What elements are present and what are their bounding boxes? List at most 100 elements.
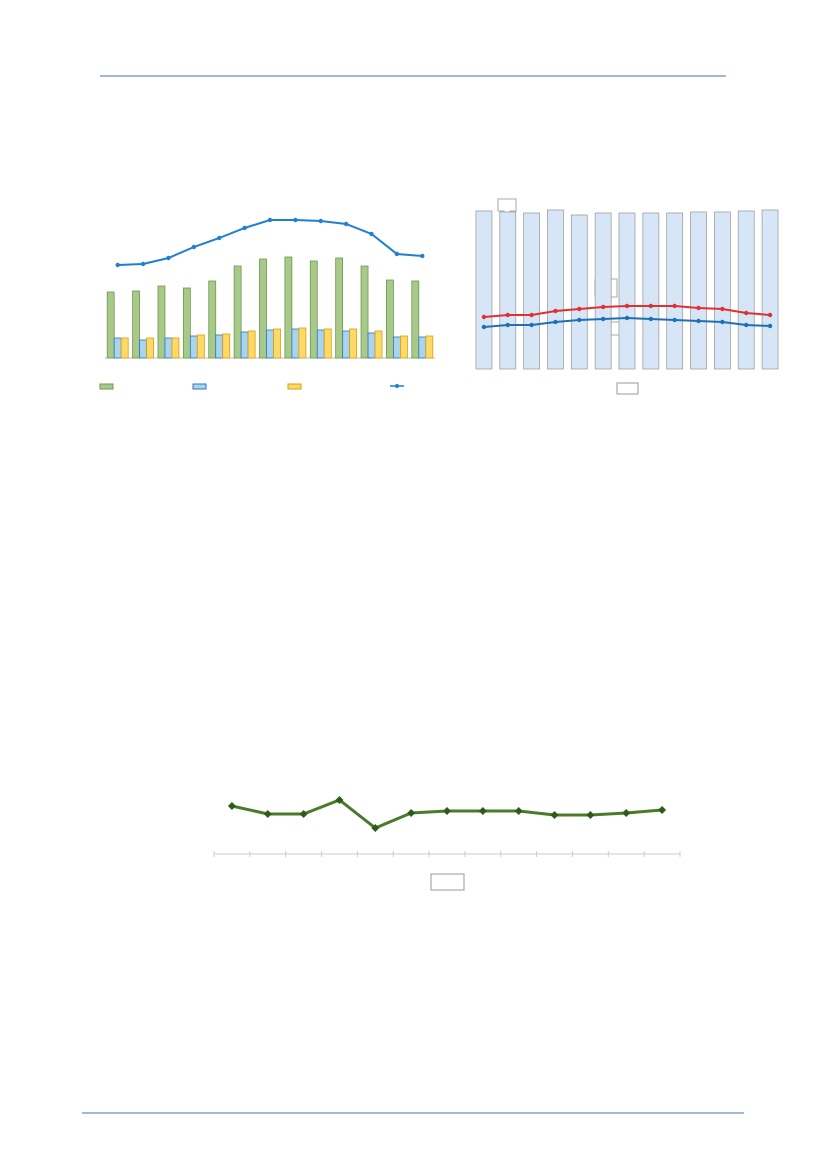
legend-swatch <box>395 384 399 388</box>
data-point <box>624 303 630 309</box>
data-point <box>299 810 308 818</box>
data-point <box>267 217 273 223</box>
data-point <box>720 306 725 312</box>
bar <box>360 265 369 359</box>
data-point <box>720 319 725 325</box>
data-point <box>658 806 667 814</box>
data-point <box>481 324 487 330</box>
data-point <box>217 235 222 241</box>
bar <box>215 334 224 359</box>
bar <box>475 210 493 370</box>
bar <box>247 330 256 359</box>
bar <box>120 337 129 359</box>
data-point <box>514 807 523 815</box>
data-point <box>624 315 630 321</box>
data-point <box>263 810 272 818</box>
bar <box>367 332 376 359</box>
legend-swatch <box>99 383 114 390</box>
data-point <box>577 317 582 323</box>
bar <box>349 328 358 359</box>
bar <box>642 212 660 370</box>
data-point <box>553 319 558 325</box>
data-point <box>191 244 197 250</box>
data-point <box>166 255 171 261</box>
legend-swatch <box>192 383 207 390</box>
bar <box>182 287 191 359</box>
data-point <box>369 231 374 237</box>
data-point <box>577 306 582 312</box>
bar <box>316 329 325 359</box>
bar <box>233 265 242 359</box>
data-point <box>648 316 654 322</box>
data-point <box>600 304 606 310</box>
data-point <box>600 316 606 322</box>
data-point <box>343 221 349 227</box>
bar <box>298 327 307 359</box>
bar <box>425 335 434 359</box>
data-point <box>586 811 595 819</box>
bar <box>737 210 755 370</box>
bar <box>386 279 394 359</box>
data-line <box>117 219 423 266</box>
data-point <box>505 312 510 318</box>
bar <box>499 211 517 370</box>
bar <box>139 339 147 359</box>
bar <box>342 330 351 359</box>
bar <box>106 291 115 359</box>
bar <box>113 337 122 359</box>
data-point <box>553 308 558 314</box>
bar <box>570 214 588 370</box>
bar <box>418 336 427 359</box>
data-point <box>227 802 236 810</box>
bar <box>240 331 249 359</box>
bar <box>309 260 318 359</box>
data-point <box>242 225 247 231</box>
bar <box>208 280 217 359</box>
data-point <box>443 807 451 815</box>
bar <box>547 209 564 370</box>
bar <box>273 328 281 359</box>
bar <box>291 328 300 359</box>
legend-box <box>616 382 639 395</box>
bar <box>189 335 198 359</box>
data-point <box>529 312 534 318</box>
data-point <box>672 303 677 309</box>
bar <box>690 211 707 370</box>
legend-box <box>430 873 465 891</box>
bar <box>335 257 344 359</box>
bar <box>523 212 541 370</box>
bar <box>164 337 173 359</box>
data-point <box>622 809 631 817</box>
bar <box>618 212 636 370</box>
data-point <box>529 322 534 328</box>
bar <box>157 285 166 359</box>
bar <box>266 329 274 359</box>
data-point <box>293 217 298 223</box>
data-point <box>478 807 487 815</box>
data-point <box>407 809 416 817</box>
bar <box>222 333 231 359</box>
data-point <box>696 305 701 311</box>
bar <box>400 335 408 359</box>
bar <box>259 258 267 359</box>
bar <box>393 336 401 359</box>
bar <box>411 280 420 359</box>
data-point <box>767 323 773 329</box>
data-point <box>140 261 146 267</box>
bar <box>713 211 731 370</box>
bar <box>284 256 293 359</box>
data-point <box>115 262 120 268</box>
data-point <box>318 218 323 224</box>
data-point <box>744 322 749 328</box>
bar <box>171 337 180 359</box>
bar <box>323 328 332 359</box>
data-point <box>550 811 559 819</box>
bar <box>196 334 205 359</box>
data-point <box>767 312 773 318</box>
bar <box>132 290 140 359</box>
data-point <box>481 314 487 320</box>
data-point <box>672 317 677 323</box>
bar <box>666 212 684 370</box>
bar <box>594 212 612 370</box>
